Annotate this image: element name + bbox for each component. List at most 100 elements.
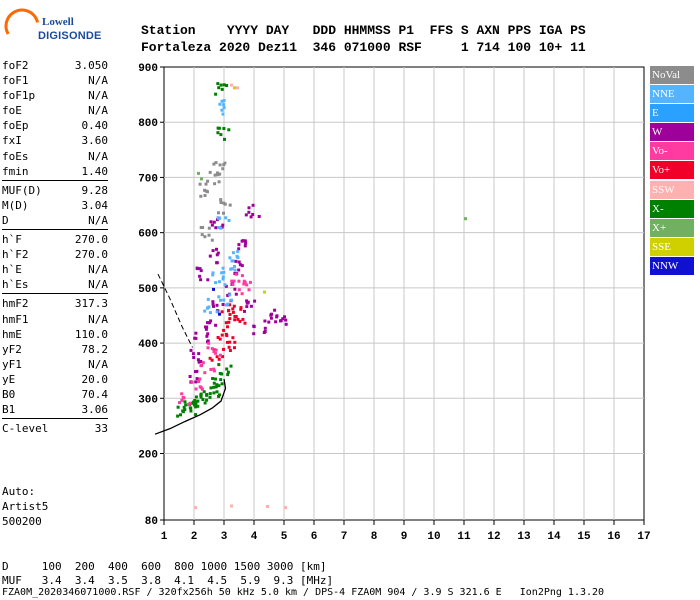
param-name: B1 [2, 403, 16, 417]
echo-point [180, 398, 184, 402]
echo-point [249, 304, 253, 308]
echo-point [192, 356, 196, 359]
param-name: h`F2 [2, 248, 29, 262]
muf-table: D 100 200 400 600 800 1000 1500 3000 [km… [2, 560, 333, 588]
param-name: foEp [2, 119, 29, 133]
echo-point [197, 171, 200, 175]
echo-point [230, 279, 234, 283]
logo-line2: DIGISONDE [38, 30, 102, 42]
echo-point [216, 126, 220, 130]
echo-point [223, 283, 227, 287]
param-row: foE N/A [2, 103, 108, 118]
echo-point [226, 370, 230, 374]
echo-point [217, 86, 221, 90]
param-row: h`F 270.0 [2, 232, 108, 247]
echo-point [201, 226, 205, 229]
param-row: yF1 N/A [2, 357, 108, 372]
param-value: N/A [88, 357, 108, 371]
param-name: hmF1 [2, 312, 29, 326]
x-tick-label: 13 [517, 531, 531, 543]
echo-point [214, 348, 218, 352]
echo-point [221, 223, 225, 227]
legend-item: NNW [650, 256, 694, 275]
echo-point [176, 405, 180, 409]
echo-point [236, 86, 239, 90]
echo-point [221, 275, 225, 279]
echo-point [243, 309, 246, 313]
param-value: 20.0 [81, 372, 109, 386]
echo-point [213, 182, 217, 186]
echo-point [209, 368, 213, 371]
echo-point [237, 268, 241, 272]
param-name: C-level [2, 422, 49, 436]
param-value: 0.40 [81, 119, 109, 133]
echo-point [212, 287, 215, 291]
param-value: N/A [88, 74, 108, 88]
param-value: 70.4 [81, 387, 109, 401]
param-name: foF2 [2, 59, 29, 72]
echo-point [192, 403, 196, 407]
echo-point [245, 299, 249, 303]
echo-point [203, 309, 207, 313]
echo-point [198, 377, 202, 381]
param-row: foF2 3.050 [2, 58, 108, 73]
echo-point [194, 400, 198, 404]
header-values: Fortaleza 2020 Dez11 346 071000 RSF 1 71… [141, 40, 586, 55]
muf-row: MUF 3.4 3.4 3.5 3.8 4.1 4.5 5.9 9.3 [MHz… [2, 574, 334, 587]
echo-point [227, 320, 231, 324]
x-tick-label: 5 [281, 531, 288, 543]
echo-point [243, 239, 247, 243]
echo-point [237, 288, 241, 292]
y-tick-label: 500 [138, 284, 158, 296]
echo-point [217, 295, 221, 299]
y-tick-label: 80 [145, 516, 158, 528]
echo-point [202, 390, 206, 394]
echo-point [228, 349, 232, 352]
echo-point [226, 293, 230, 297]
param-name: foE [2, 104, 22, 118]
echo-point [203, 371, 207, 375]
echo-point [247, 288, 251, 292]
parameter-panel: foF2 3.050 foF1 N/A foF1p N/A foE N/A foEp 0.40 fx… [2, 58, 108, 436]
echo-point [196, 358, 200, 362]
auto-info: Auto: Artist5 500200 [2, 484, 48, 529]
echo-point [274, 320, 278, 324]
echo-point [215, 390, 219, 394]
param-value: 3.04 [81, 198, 109, 212]
param-name: fxI [2, 134, 22, 148]
echo-point [222, 201, 226, 205]
echo-point [217, 363, 221, 367]
echo-point [240, 274, 244, 278]
echo-point [239, 307, 243, 311]
echo-point [214, 385, 218, 389]
echo-point [247, 210, 251, 214]
echo-point [208, 395, 212, 399]
echo-point [206, 321, 209, 325]
echo-point [212, 369, 216, 373]
x-tick-label: 6 [311, 531, 318, 543]
echo-point [234, 259, 238, 263]
echo-point [199, 392, 203, 396]
echo-point [212, 162, 216, 166]
echo-point [218, 353, 222, 357]
param-name: yF2 [2, 342, 22, 356]
echo-point [224, 284, 228, 288]
echo-point [191, 352, 195, 356]
echo-point [242, 282, 246, 286]
param-row: fxI 3.60 [2, 133, 108, 148]
echo-point [198, 267, 202, 271]
echo-point [228, 340, 232, 344]
echo-point [234, 292, 238, 296]
echo-point [220, 382, 224, 386]
param-value: 317.3 [74, 297, 108, 311]
param-row: hmF1 N/A [2, 312, 108, 327]
x-tick-label: 8 [371, 531, 378, 543]
echo-point [257, 215, 261, 218]
echo-point [204, 327, 208, 331]
param-name: B0 [2, 387, 16, 401]
profile-extrapolation-line [157, 273, 193, 348]
echo-point [221, 277, 225, 281]
echo-point [199, 395, 203, 399]
echo-point [196, 399, 200, 403]
param-name: hmE [2, 327, 22, 341]
